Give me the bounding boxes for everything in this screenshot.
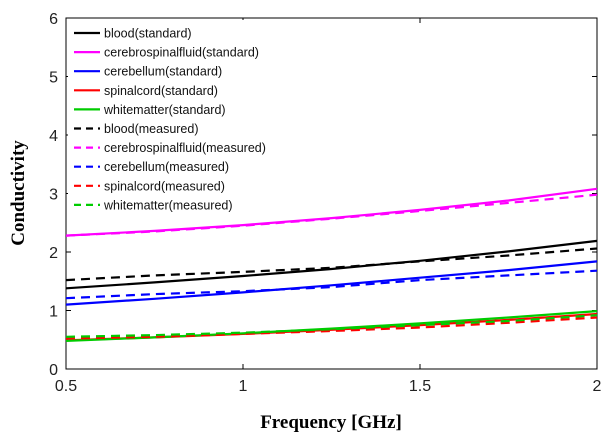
y-tick-label: 2 <box>49 245 58 262</box>
legend-box <box>68 20 286 215</box>
series-line-spinalcord-measured <box>65 316 598 340</box>
y-tick-label: 6 <box>49 11 58 28</box>
series-line-cerebellum-measured <box>65 269 598 300</box>
series-line-whitematter-measured <box>65 314 598 338</box>
y-tick-label: 3 <box>49 187 58 204</box>
legend-label: spinalcord(measured) <box>104 179 225 193</box>
series-line-blood-standard <box>65 239 598 290</box>
series-line-cerebellum-standard <box>65 260 598 306</box>
axis-ticks: 0.5 1 1.5 2 0 1 2 3 4 5 6 <box>49 11 601 395</box>
legend-label: spinalcord(standard) <box>104 84 218 98</box>
series-line-blood-measured <box>65 247 598 282</box>
series-layer <box>65 187 598 342</box>
x-tick-label: 2 <box>593 378 602 395</box>
legend: blood(standard) cerebrospinalfluid(standa… <box>68 20 286 215</box>
legend-label: cerebellum(measured) <box>104 160 229 174</box>
y-tick-label: 1 <box>49 304 58 321</box>
legend-label: blood(measured) <box>104 122 199 136</box>
x-axis-title: Frequency [GHz] <box>260 412 402 433</box>
legend-label: whitematter(measured) <box>103 198 233 212</box>
series-line-cerebrospinalfluid-standard <box>65 187 598 237</box>
x-tick-label: 0.5 <box>55 378 77 395</box>
y-tick-label: 4 <box>49 128 58 145</box>
legend-label: cerebellum(standard) <box>104 65 222 79</box>
legend-label: cerebrospinalfluid(measured) <box>104 141 266 155</box>
legend-label: blood(standard) <box>104 27 192 41</box>
y-tick-label: 0 <box>49 362 58 379</box>
y-axis-title: Conductivity <box>8 140 29 246</box>
x-tick-label: 1.5 <box>409 378 431 395</box>
series-line-whitematter-standard <box>65 310 598 342</box>
x-tick-label: 1 <box>239 378 248 395</box>
series-line-cerebrospinalfluid-measured <box>65 193 598 237</box>
y-tick-label: 5 <box>49 70 58 87</box>
legend-label: whitematter(standard) <box>103 103 226 117</box>
legend-label: cerebrospinalfluid(standard) <box>104 46 259 60</box>
